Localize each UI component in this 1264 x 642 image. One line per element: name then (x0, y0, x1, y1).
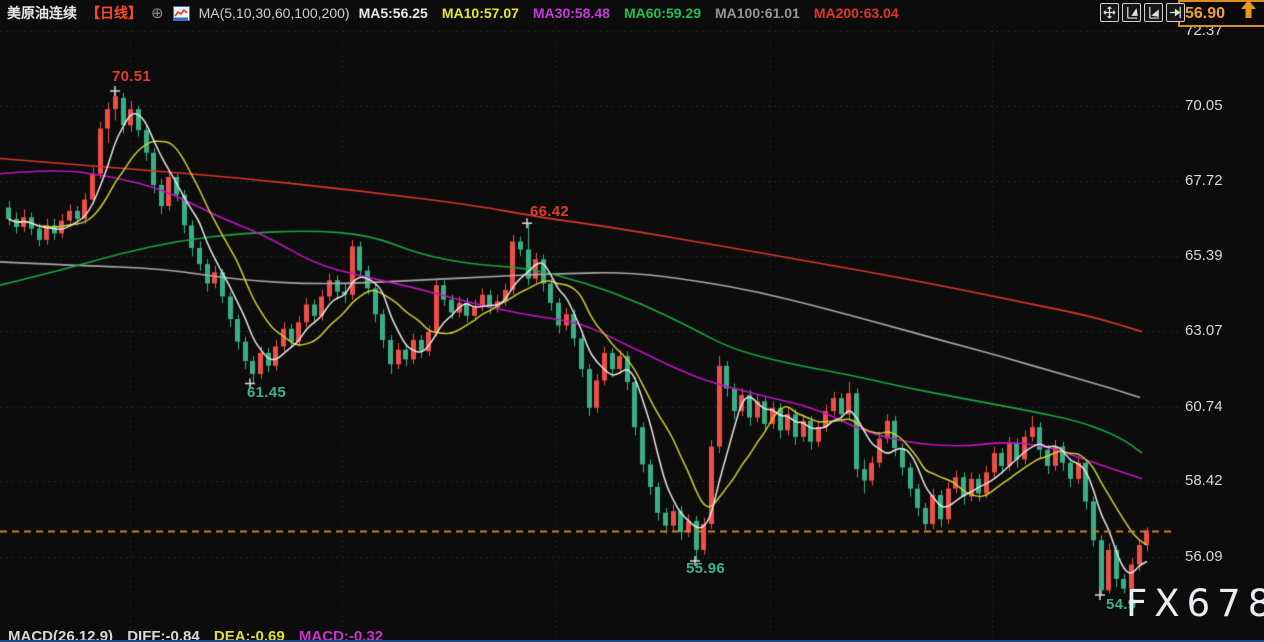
ma-value: MA5:56.25 (358, 5, 428, 21)
axis-price-label: 63.07 (1185, 322, 1223, 340)
pan-move-icon[interactable] (1100, 3, 1119, 22)
axis-price-label: 58.42 (1185, 472, 1223, 490)
macd-dea-value: DEA:-0.69 (213, 628, 285, 642)
ma-value: MA10:57.07 (441, 5, 519, 21)
axis-price-label: 67.72 (1185, 172, 1223, 190)
mini-chart-icon[interactable] (172, 5, 190, 21)
axis-price-label: 70.05 (1185, 96, 1223, 114)
chart-header: 美原油连续 【日线】 ⊕ MA(5,10,30,60,100,200) MA5:… (0, 0, 1264, 26)
circle-plus-icon[interactable]: ⊕ (151, 4, 164, 22)
low-price-annotation: 54.9 (1106, 596, 1137, 613)
y-axis-scale-icon[interactable] (1122, 3, 1141, 22)
period-tag[interactable]: 【日线】 (86, 5, 142, 21)
ma-value: MA60:59.29 (623, 5, 701, 21)
axis-price-label: 65.39 (1185, 247, 1223, 265)
x-axis-scale-icon[interactable] (1144, 3, 1163, 22)
axis-price-label: 60.74 (1185, 397, 1223, 415)
ma-values-row: MA5:56.25 MA10:57.07 MA30:58.48 MA60:59.29 M… (359, 5, 899, 21)
ma-value: MA100:61.01 (714, 5, 800, 21)
macd-diff-value: DIFF:-0.84 (127, 628, 200, 642)
ma-group-label: MA(5,10,30,60,100,200) (198, 5, 350, 21)
high-price-annotation: 66.42 (530, 203, 570, 220)
low-price-annotation: 55.96 (686, 560, 726, 577)
axis-price-label: 56.09 (1185, 547, 1223, 565)
chart-toolbar (1100, 3, 1185, 22)
price-up-arrow-icon (1240, 0, 1257, 23)
ma-value: MA30:58.48 (532, 5, 610, 21)
macd-params-label: MACD(26,12,9) (8, 628, 114, 642)
pane-bottom-border (0, 640, 1264, 642)
ma-value: MA200:63.04 (813, 5, 899, 21)
collapse-right-icon[interactable] (1166, 3, 1185, 22)
low-price-annotation: 61.45 (247, 384, 287, 401)
macd-value: MACD:-0.32 (298, 628, 384, 642)
high-price-annotation: 70.51 (112, 68, 152, 85)
macd-indicator-row: MACD(26,12,9) DIFF:-0.84 DEA:-0.69 MACD:… (8, 628, 393, 642)
fx678-watermark: FX678 (1126, 582, 1264, 625)
symbol-name[interactable]: 美原油连续 (7, 5, 77, 21)
